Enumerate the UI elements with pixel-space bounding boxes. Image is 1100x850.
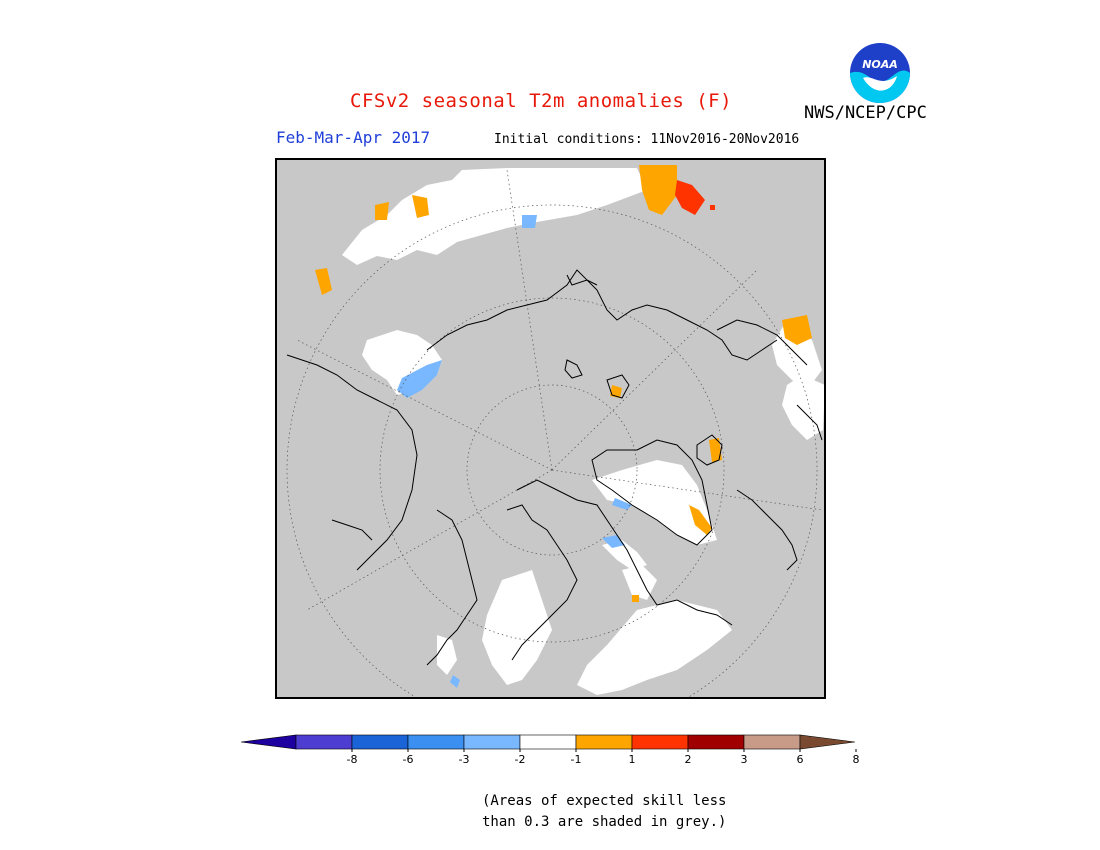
legend-arrow-low — [240, 734, 297, 750]
legend-tick-label: 2 — [685, 753, 692, 766]
legend-tick-label: 8 — [853, 753, 860, 766]
cool-anomaly-regions — [397, 215, 632, 688]
graticule — [286, 169, 823, 697]
legend-cell — [575, 734, 633, 750]
legend-tick-label: 6 — [797, 753, 804, 766]
legend-tick-label: -2 — [515, 753, 526, 766]
legend-tick-label: -3 — [459, 753, 470, 766]
legend-cell — [631, 734, 689, 750]
initial-conditions: Initial conditions: 11Nov2016-20Nov2016 — [494, 132, 800, 147]
footnote-line-1: (Areas of expected skill less — [482, 793, 727, 809]
legend-cell — [519, 734, 577, 750]
coastlines — [286, 269, 823, 666]
legend-tick-label: -6 — [403, 753, 414, 766]
legend-cell — [295, 734, 353, 750]
map-title: CFSv2 seasonal T2m anomalies (F) — [350, 90, 733, 112]
noaa-logo-icon: NOAA — [850, 43, 910, 103]
legend-cell — [463, 734, 521, 750]
legend-cell — [687, 734, 745, 750]
footnote-line-2: than 0.3 are shaded in grey.) — [482, 814, 727, 830]
legend-cell — [743, 734, 801, 750]
legend-tick-label: 1 — [629, 753, 636, 766]
skill-footnote: (Areas of expected skill less than 0.3 a… — [482, 791, 726, 833]
warm-anomaly-regions — [315, 165, 812, 602]
legend-tick-label: 3 — [741, 753, 748, 766]
legend-arrow-high — [799, 734, 856, 750]
polar-projection — [286, 165, 824, 697]
legend-cell — [407, 734, 465, 750]
color-legend: -8 -6 -3 -2 -1 1 2 3 6 8 — [240, 734, 860, 766]
legend-tick-label: -1 — [571, 753, 582, 766]
legend-tick-label: -8 — [347, 753, 358, 766]
logo-text: NOAA — [862, 58, 898, 71]
season-label: Feb-Mar-Apr 2017 — [276, 128, 431, 147]
anomaly-map — [275, 158, 826, 699]
legend-cell — [351, 734, 409, 750]
agency-label: NWS/NCEP/CPC — [804, 103, 927, 123]
near-normal-regions — [342, 168, 824, 695]
strong-warm-regions — [675, 180, 715, 215]
